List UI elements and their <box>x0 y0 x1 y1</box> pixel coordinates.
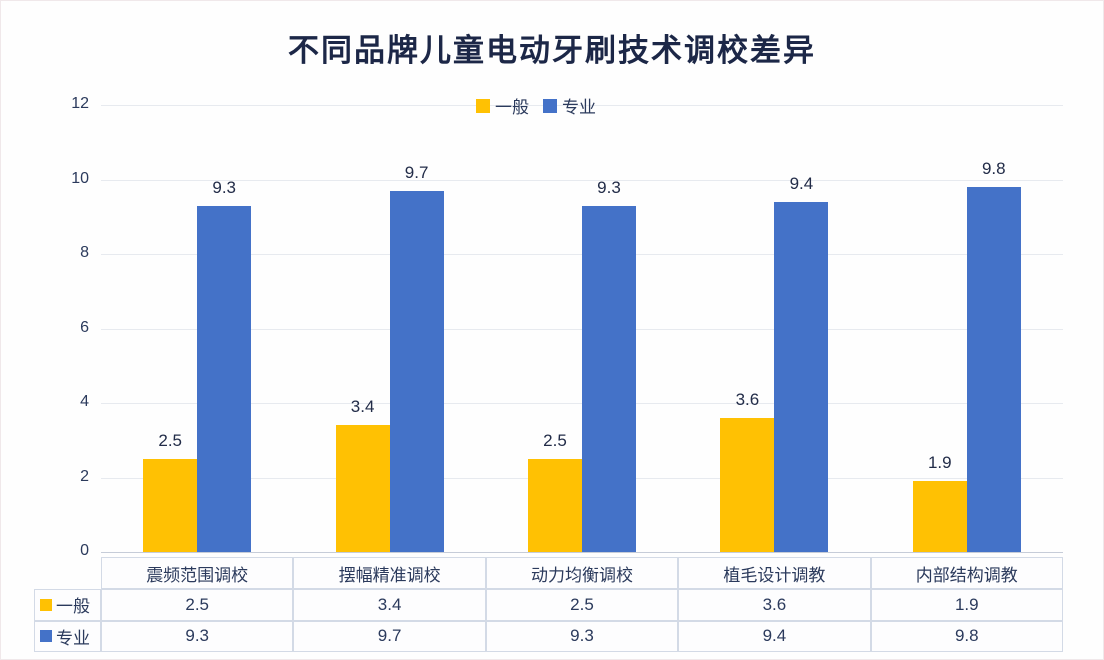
legend-swatch-icon <box>543 98 557 113</box>
table-key-swatch-icon <box>40 630 52 643</box>
legend-item-一般: 一般 <box>476 93 529 118</box>
table-value-cell: 3.6 <box>678 589 871 621</box>
x-axis-line <box>101 552 1063 553</box>
table-key-swatch-icon <box>40 598 52 611</box>
legend-item-label: 专业 <box>562 98 596 117</box>
bar-一般-4 <box>720 417 775 552</box>
bar-value-label: 9.3 <box>597 177 621 197</box>
bar-专业-2 <box>389 190 444 552</box>
legend-swatch-icon <box>476 98 490 113</box>
bar-value-label: 9.4 <box>789 173 814 193</box>
table-category-cell: 植毛设计调教 <box>678 557 871 589</box>
bar-value-label: 9.8 <box>981 158 1006 178</box>
bar-value-label: 3.6 <box>735 389 760 409</box>
y-axis-tick-label: 10 <box>71 169 89 187</box>
bar-专业-1 <box>197 205 252 552</box>
chart-legend: 一般 专业 <box>1 93 1071 118</box>
legend-item-专业: 专业 <box>543 93 596 118</box>
bar-专业-5 <box>966 186 1021 552</box>
bar-value-label: 1.9 <box>927 453 952 473</box>
y-axis-tick-label: 6 <box>80 318 89 336</box>
table-row-key-一般: 一般 <box>34 589 101 621</box>
legend-item-label: 一般 <box>495 98 529 117</box>
chart-title: 不同品牌儿童电动牙刷技术调校差异 <box>288 33 816 68</box>
table-category-cell: 动力均衡调校 <box>485 557 679 589</box>
bar-value-label: 3.4 <box>350 397 375 417</box>
y-axis-tick-label: 12 <box>71 95 89 112</box>
bar-专业-3 <box>582 205 636 552</box>
bar-一般-2 <box>335 425 390 552</box>
bar-一般-1 <box>143 458 198 552</box>
y-axis-tick-label: 4 <box>80 393 89 410</box>
table-category-cell: 震频范围调校 <box>101 557 294 589</box>
bar-value-label: 2.5 <box>543 430 567 450</box>
table-category-cell: 内部结构调教 <box>870 557 1063 589</box>
bar-专业-4 <box>774 201 829 552</box>
y-axis-tick-label: 2 <box>80 467 89 485</box>
table-key-label: 一般 <box>56 597 90 617</box>
bar-value-label: 2.5 <box>158 430 182 450</box>
table-value-cell: 9.3 <box>485 620 679 652</box>
y-axis-tick-label: 8 <box>80 244 89 261</box>
table-value-cell: 2.5 <box>101 589 294 621</box>
table-category-cell: 摆幅精准调校 <box>293 557 486 589</box>
bar-value-label: 9.3 <box>212 177 236 197</box>
y-gridline <box>101 179 1063 181</box>
y-gridline <box>101 105 1063 106</box>
table-value-cell: 3.4 <box>293 589 486 621</box>
y-axis-tick-label: 0 <box>80 542 89 559</box>
table-value-cell: 2.5 <box>485 589 679 621</box>
table-value-cell: 9.4 <box>678 620 871 652</box>
bar-value-label: 9.7 <box>404 162 429 182</box>
table-value-cell: 9.8 <box>870 620 1063 652</box>
table-key-label: 专业 <box>56 628 90 648</box>
bar-一般-5 <box>912 481 967 552</box>
table-row-key-专业: 专业 <box>34 620 101 652</box>
table-value-cell: 9.7 <box>293 620 486 652</box>
table-value-cell: 9.3 <box>101 620 294 652</box>
bar-一般-3 <box>528 458 582 552</box>
table-value-cell: 1.9 <box>870 589 1063 621</box>
